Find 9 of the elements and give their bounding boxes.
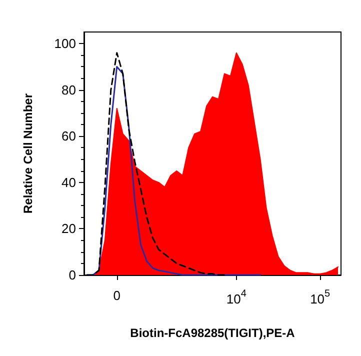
y-tick-label: 80 <box>62 82 76 98</box>
y-tick-label: 0 <box>68 268 76 282</box>
x-tick-label: 0 <box>113 288 120 303</box>
x-axis-title: Biotin-FcA98285(TIGIT),PE-A <box>130 326 296 340</box>
y-tick-label: 40 <box>62 174 76 190</box>
y-tick-label: 60 <box>62 128 76 144</box>
y-tick-label: 20 <box>62 221 76 236</box>
y-tick-label: 100 <box>54 36 76 52</box>
y-axis-title: Relative Cell Number <box>21 93 35 214</box>
